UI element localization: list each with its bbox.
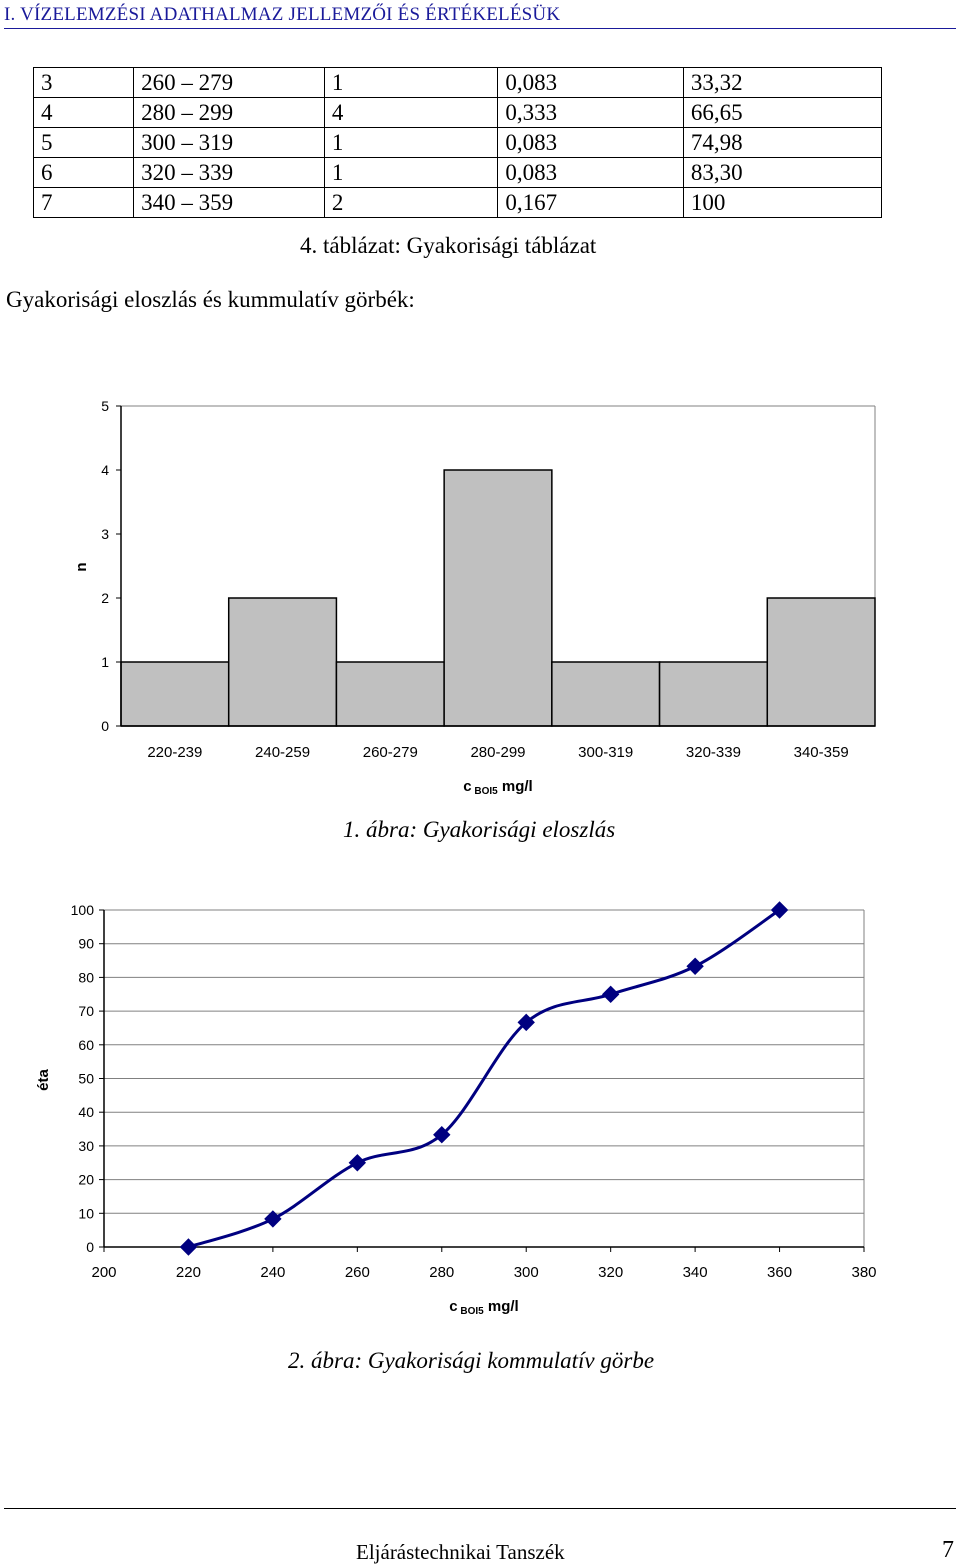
table-cell: 0,083 (497, 67, 684, 98)
table-cell: 280 – 299 (133, 97, 325, 128)
table-cell: 0,083 (497, 157, 684, 188)
x-tick-label: 380 (851, 1264, 876, 1281)
section-text: Gyakorisági eloszlás és kummulatív görbé… (6, 287, 415, 312)
x-tick-label: 340-359 (794, 744, 849, 761)
data-point-marker (517, 1013, 535, 1032)
data-point-marker (179, 1238, 198, 1256)
y-axis-label: éta (35, 1069, 52, 1091)
y-tick-label: 10 (78, 1205, 94, 1221)
histogram-bar (658, 661, 769, 727)
table-caption: 4. táblázat: Gyakorisági táblázat (300, 233, 597, 258)
table-cell: 33,32 (682, 67, 883, 98)
cumulative-line-chart: 0 10 20 30 40 50 60 70 80 90 100 200 220 240 260 280 300… (35, 901, 877, 1317)
footer-rule (4, 1508, 956, 1509)
table-row: 5 300 – 319 1 0,083 74,98 (32, 127, 883, 158)
x-tick-label: 360 (767, 1264, 792, 1281)
y-tick-label: 60 (78, 1037, 94, 1053)
table-cell: 260 – 279 (133, 67, 325, 98)
histogram-bar (443, 469, 553, 727)
histogram-bar (335, 661, 445, 727)
data-point-marker (264, 1210, 282, 1228)
x-axis-label: c BOI5 mg/l (463, 778, 532, 797)
x-tick-label: 300 (514, 1264, 539, 1281)
figure1-caption: 1. ábra: Gyakorisági eloszlás (343, 817, 616, 842)
table-cell: 74,98 (682, 127, 883, 158)
table-row: 3 260 – 279 1 0,083 33,32 (32, 67, 883, 98)
figure2-caption: 2. ábra: Gyakorisági kommulatív görbe (288, 1348, 655, 1373)
y-tick-label: 100 (71, 902, 95, 918)
data-point-marker (348, 1154, 367, 1172)
y-tick-label: 4 (101, 462, 109, 478)
x-tick-label: 320 (598, 1264, 623, 1281)
x-tick-label: 280-299 (470, 744, 525, 761)
table-cell: 6 (32, 157, 135, 188)
y-tick-label: 50 (78, 1071, 94, 1087)
page-header-title: I. VÍZELEMZÉSI ADATHALMAZ JELLEMZŐI ÉS É… (4, 4, 561, 25)
y-tick-label: 20 (78, 1172, 94, 1188)
histogram-chart: 0 1 2 3 4 5 220-239 240-259 260-279 280-299 300-31… (73, 398, 876, 797)
x-tick-label: 240-259 (255, 744, 310, 761)
y-tick-label: 0 (86, 1239, 94, 1255)
table-cell: 0,333 (497, 97, 684, 128)
x-tick-label: 300-319 (578, 744, 633, 761)
x-tick-label: 340 (683, 1264, 708, 1281)
table-row: 7 340 – 359 2 0,167 100 (32, 187, 883, 218)
data-point-marker (686, 957, 704, 975)
table-cell: 1 (323, 67, 499, 98)
x-tick-label: 200 (91, 1264, 116, 1281)
header-rule (4, 28, 956, 29)
table-cell: 0,083 (497, 127, 684, 158)
data-point-marker (770, 901, 789, 919)
table-row: 6 320 – 339 1 0,083 83,30 (32, 157, 883, 188)
y-tick-label: 90 (78, 936, 94, 952)
y-tick-label: 2 (101, 590, 109, 606)
x-tick-label: 220-239 (147, 744, 202, 761)
table-cell: 7 (32, 187, 135, 218)
table-cell: 4 (323, 97, 499, 128)
histogram-bar (227, 597, 338, 727)
x-tick-label: 280 (429, 1264, 454, 1281)
y-tick-label: 0 (101, 718, 109, 734)
y-tick-label: 30 (78, 1138, 94, 1154)
table-cell: 3 (32, 67, 135, 98)
cumulative-line (187, 908, 781, 1249)
x-tick-label: 240 (260, 1264, 285, 1281)
y-tick-label: 3 (101, 526, 109, 542)
x-tick-label: 260 (345, 1264, 370, 1281)
table-cell: 1 (323, 157, 499, 188)
data-point-marker (433, 1126, 451, 1144)
y-tick-label: 70 (78, 1003, 94, 1019)
table-cell: 300 – 319 (133, 127, 325, 158)
y-axis-label: n (73, 562, 90, 571)
table-cell: 66,65 (682, 97, 883, 128)
frequency-table: 3 260 – 279 1 0,083 33,32 4 280 – 299 4 0,333 66,… (32, 67, 883, 218)
table-cell: 340 – 359 (133, 187, 325, 218)
histogram-bar (551, 661, 661, 727)
table-cell: 0,167 (497, 187, 684, 218)
histogram-bar (120, 661, 230, 727)
table-cell: 1 (323, 127, 499, 158)
x-tick-label: 260-279 (363, 744, 418, 761)
data-point-marker (601, 985, 620, 1004)
table-cell: 100 (682, 187, 883, 218)
table-row: 4 280 – 299 4 0,333 66,65 (32, 97, 883, 128)
table-cell: 320 – 339 (133, 157, 325, 188)
x-axis-label: c BOI5 mg/l (449, 1298, 518, 1317)
x-tick-label: 320-339 (686, 744, 741, 761)
table-cell: 83,30 (682, 157, 883, 188)
table-cell: 4 (32, 97, 135, 128)
y-tick-label: 5 (101, 398, 109, 414)
table-cell: 5 (32, 127, 135, 158)
y-tick-label: 40 (78, 1104, 94, 1120)
footer-department: Eljárástechnikai Tanszék (356, 1540, 565, 1564)
page-number: 7 (942, 1537, 954, 1563)
x-tick-label: 220 (176, 1264, 201, 1281)
y-tick-label: 80 (78, 969, 94, 985)
histogram-bar (766, 597, 876, 727)
y-tick-label: 1 (101, 654, 109, 670)
table-cell: 2 (323, 187, 499, 218)
